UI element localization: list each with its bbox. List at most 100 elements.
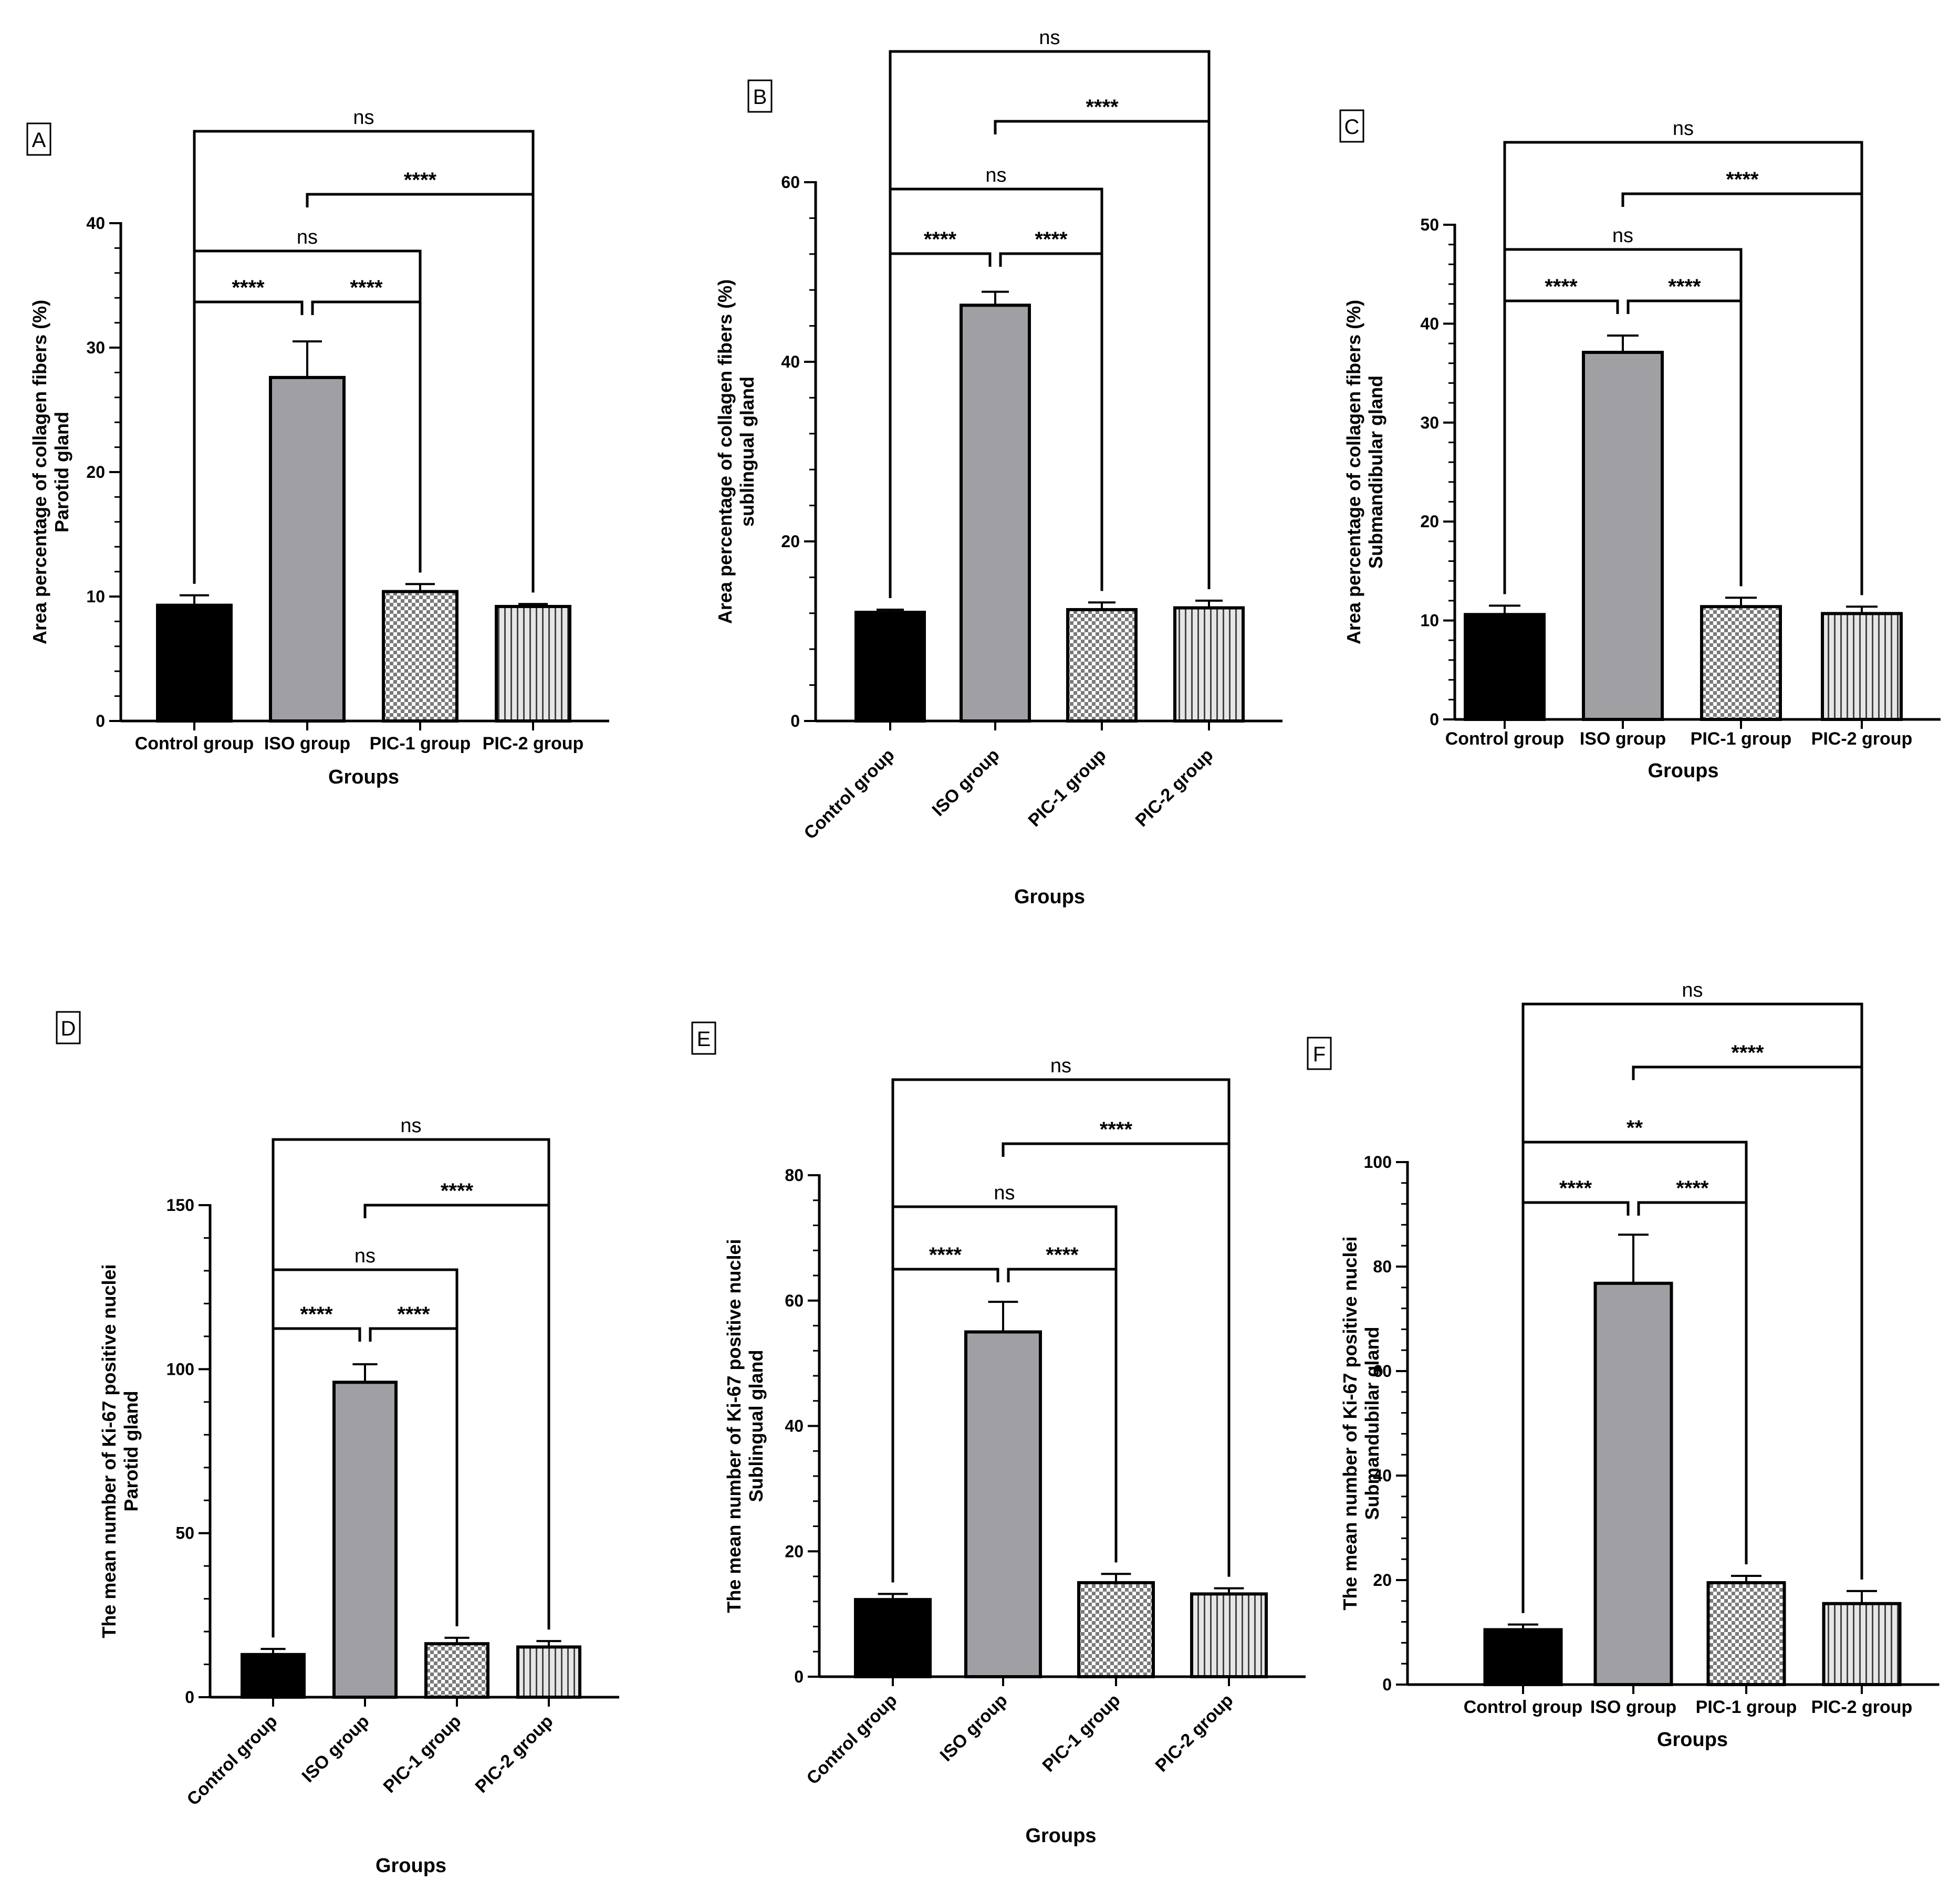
y-axis-label-line: Submandibular gland [1365, 375, 1386, 569]
significance-label: **** [1731, 1041, 1764, 1064]
significance-label: ns [1039, 27, 1060, 49]
significance-bracket [891, 1078, 1231, 1583]
panel-label: B [753, 86, 767, 109]
panel-label-box [691, 1021, 716, 1055]
x-axis-label: Groups [1014, 886, 1085, 908]
bar-pic-1-group [1700, 605, 1782, 721]
y-axis-label-line: Area percentage of collagen fibers (%) [29, 300, 50, 644]
x-tick-label: PIC-2 group [1152, 1690, 1237, 1776]
bar-pic-1-group [1077, 1581, 1155, 1678]
y-tick-label: 10 [86, 587, 105, 606]
y-tick-label: 20 [1420, 512, 1439, 531]
y-tick-label: 0 [794, 1667, 804, 1686]
bar-pic-2-group [516, 1645, 581, 1699]
bar-pic-1-group [424, 1642, 489, 1699]
panel-label: C [1344, 116, 1360, 139]
y-axis-label-line: The mean number of Ki-67 positive nuclei [98, 1264, 120, 1638]
x-tick-label: Control group [1464, 1697, 1583, 1717]
y-axis-label-line: Area percentage of collagen fibers (%) [714, 279, 736, 624]
y-tick-label: 40 [781, 352, 800, 371]
x-axis-label: Groups [1025, 1825, 1096, 1847]
y-tick-label: 20 [781, 532, 800, 551]
significance-bracket [193, 130, 535, 593]
bar-control-group [1464, 613, 1546, 722]
bar-pic-2-group [1190, 1592, 1268, 1679]
chart-panel-e: E 0 20 40 60 80 The mean number of Ki-67 posit… [691, 1021, 1306, 1847]
significance-label: **** [1726, 168, 1759, 191]
y-tick-label: 10 [1420, 611, 1439, 630]
chart-panel-a: A 0 10 20 30 40 Area percentage of collagen fi… [26, 107, 609, 788]
significance-label: **** [1035, 228, 1068, 251]
y-axis-label-line: The mean number of Ki-67 positive nuclei [1339, 1236, 1361, 1610]
y-tick-label: 60 [1373, 1362, 1392, 1381]
significance-label: ns [994, 1182, 1015, 1204]
bar-pic-2-group [1173, 606, 1245, 723]
bar-iso-group [1582, 351, 1664, 721]
x-tick-label: Control group [1445, 729, 1565, 749]
significance-label: **** [441, 1179, 474, 1203]
x-tick-label: PIC-1 group [1696, 1697, 1797, 1717]
significance-label: ns [1682, 979, 1703, 1001]
y-tick-label: 0 [185, 1688, 194, 1707]
y-tick-label: 0 [790, 712, 800, 730]
panel-label-box [26, 122, 51, 156]
y-axis-label-line: Parotid gland [51, 412, 72, 532]
y-tick-label: 80 [1373, 1257, 1392, 1276]
bar-control-group [854, 1598, 932, 1678]
x-tick-label: ISO group [1580, 729, 1666, 749]
x-tick-label: PIC-2 group [472, 1711, 557, 1797]
chart-panel-c: C 0 10 20 30 40 50 Area percentage of collagen … [1339, 109, 1941, 782]
y-axis-label: Area percentage of collagen fibers (%)Su… [1343, 300, 1386, 644]
significance-bracket [1521, 1002, 1863, 1613]
x-tick-label: Control group [800, 745, 899, 843]
significance-bracket [889, 50, 1211, 598]
y-axis-label: Area percentage of collagen fibers (%)Pa… [29, 300, 72, 644]
y-tick-label: 50 [175, 1524, 194, 1543]
bar-pic-1-group [1706, 1581, 1786, 1687]
y-tick-label: 50 [1420, 215, 1439, 234]
significance-label: **** [1676, 1177, 1709, 1200]
y-tick-label: 40 [1373, 1466, 1392, 1485]
x-tick-label: Control group [803, 1690, 901, 1789]
panel-label-box [1307, 1037, 1332, 1070]
y-tick-label: 40 [86, 214, 105, 233]
significance-label: **** [1545, 275, 1578, 298]
significance-label: **** [924, 228, 957, 251]
significance-label: ns [400, 1115, 421, 1137]
y-tick-label: 150 [166, 1196, 194, 1215]
significance-label: **** [232, 276, 265, 299]
y-axis-label: The mean number of Ki-67 positive nuclei… [1339, 1236, 1383, 1610]
significance-bracket [272, 1138, 550, 1638]
bar-control-group [1483, 1628, 1563, 1686]
bar-control-group [241, 1653, 306, 1699]
y-tick-label: 80 [785, 1166, 804, 1185]
x-tick-label: Control group [183, 1711, 282, 1810]
y-axis-label: The mean number of Ki-67 positive nuclei… [723, 1239, 767, 1613]
significance-label: **** [404, 169, 437, 192]
significance-label: ns [1612, 225, 1633, 247]
y-tick-label: 0 [96, 712, 105, 730]
y-tick-label: 0 [1430, 710, 1439, 729]
x-tick-label: PIC-1 group [1025, 745, 1110, 831]
significance-label: ns [1050, 1055, 1071, 1077]
y-axis-label-line: The mean number of Ki-67 positive nuclei [723, 1239, 745, 1613]
bar-iso-group [964, 1330, 1042, 1678]
bar-iso-group [269, 375, 346, 723]
significance-label: **** [1046, 1243, 1079, 1267]
panel-label: A [32, 129, 46, 152]
x-tick-label: ISO group [298, 1711, 373, 1786]
y-axis-label: The mean number of Ki-67 positive nuclei… [98, 1264, 142, 1638]
significance-label: **** [1559, 1177, 1592, 1200]
bar-control-group [156, 603, 233, 723]
significance-label: **** [397, 1303, 430, 1326]
significance-label: **** [929, 1243, 962, 1267]
x-tick-label: PIC-2 group [1811, 729, 1913, 749]
significance-label: ** [1627, 1116, 1643, 1140]
significance-label: **** [1668, 275, 1701, 298]
x-tick-label: ISO group [936, 1690, 1012, 1765]
significance-label: ns [1673, 118, 1694, 140]
x-axis-label: Groups [1648, 760, 1718, 782]
panel-label: D [61, 1017, 76, 1040]
x-tick-label: PIC-1 group [380, 1711, 465, 1797]
